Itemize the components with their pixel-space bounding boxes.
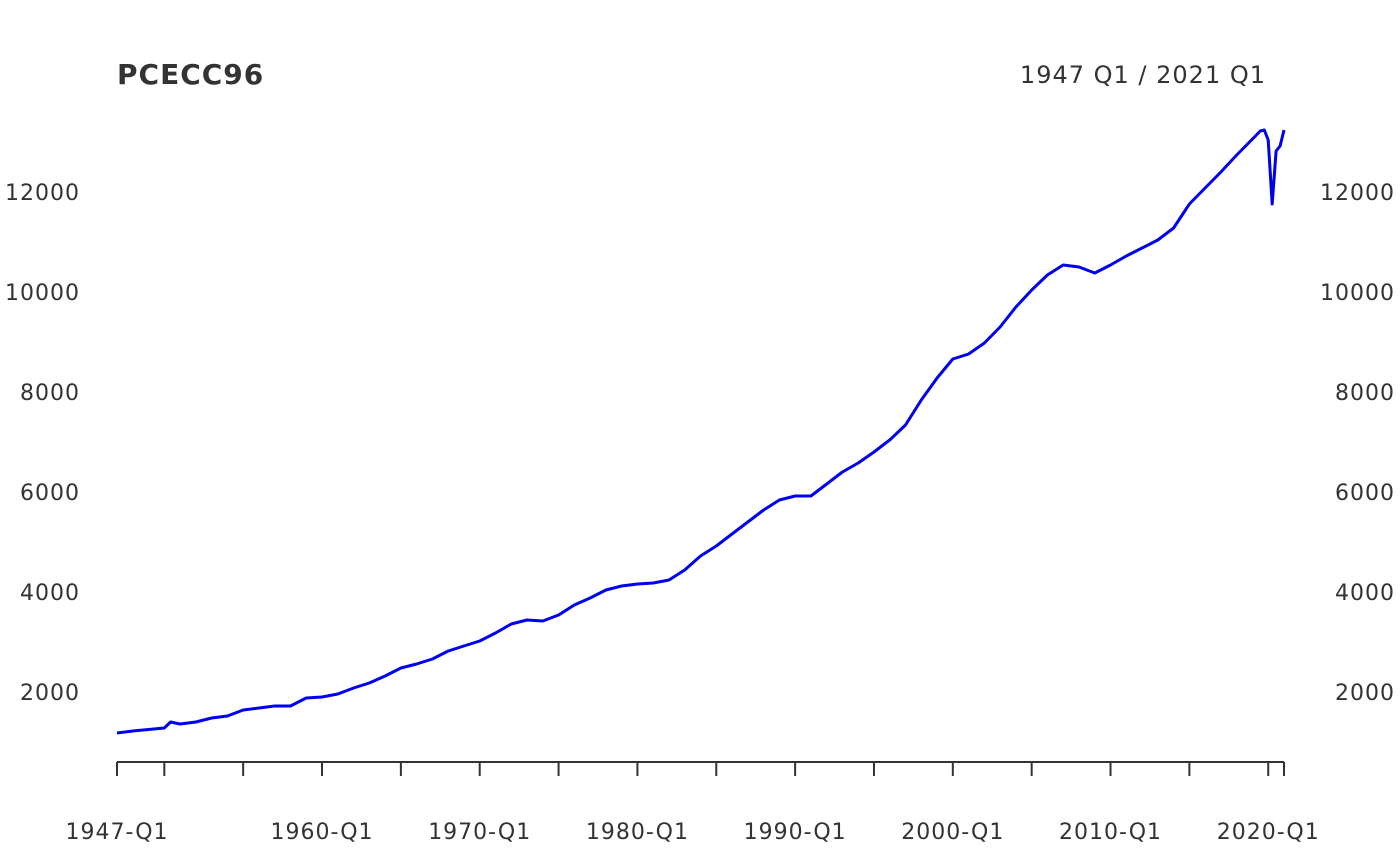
x-tick-label: 2010-Q1 — [1059, 820, 1162, 845]
y-tick-label: 2000 — [20, 681, 80, 706]
y2-tick-label: 12000 — [1320, 181, 1395, 206]
y-tick-label: 10000 — [5, 281, 80, 306]
x-tick-label: 1980-Q1 — [586, 820, 689, 845]
y2-tick-label: 4000 — [1335, 581, 1395, 606]
y-tick-label: 8000 — [20, 381, 80, 406]
y2-tick-label: 2000 — [1335, 681, 1395, 706]
y-tick-label: 6000 — [20, 481, 80, 506]
x-tick-label: 1960-Q1 — [270, 820, 373, 845]
x-tick-label: 1947-Q1 — [65, 820, 168, 845]
y2-tick-label: 8000 — [1335, 381, 1395, 406]
y-tick-label: 4000 — [20, 581, 80, 606]
x-tick-label: 2000-Q1 — [901, 820, 1004, 845]
chart-title: PCECC96 — [117, 58, 264, 91]
chart-subtitle: 1947 Q1 / 2021 Q1 — [1020, 61, 1266, 89]
x-tick-label: 1970-Q1 — [428, 820, 531, 845]
x-tick-label: 2020-Q1 — [1217, 820, 1320, 845]
data-line — [116, 128, 1286, 735]
y2-tick-label: 6000 — [1335, 481, 1395, 506]
y2-tick-label: 10000 — [1320, 281, 1395, 306]
y-tick-label: 12000 — [5, 181, 80, 206]
x-tick-label: 1990-Q1 — [744, 820, 847, 845]
